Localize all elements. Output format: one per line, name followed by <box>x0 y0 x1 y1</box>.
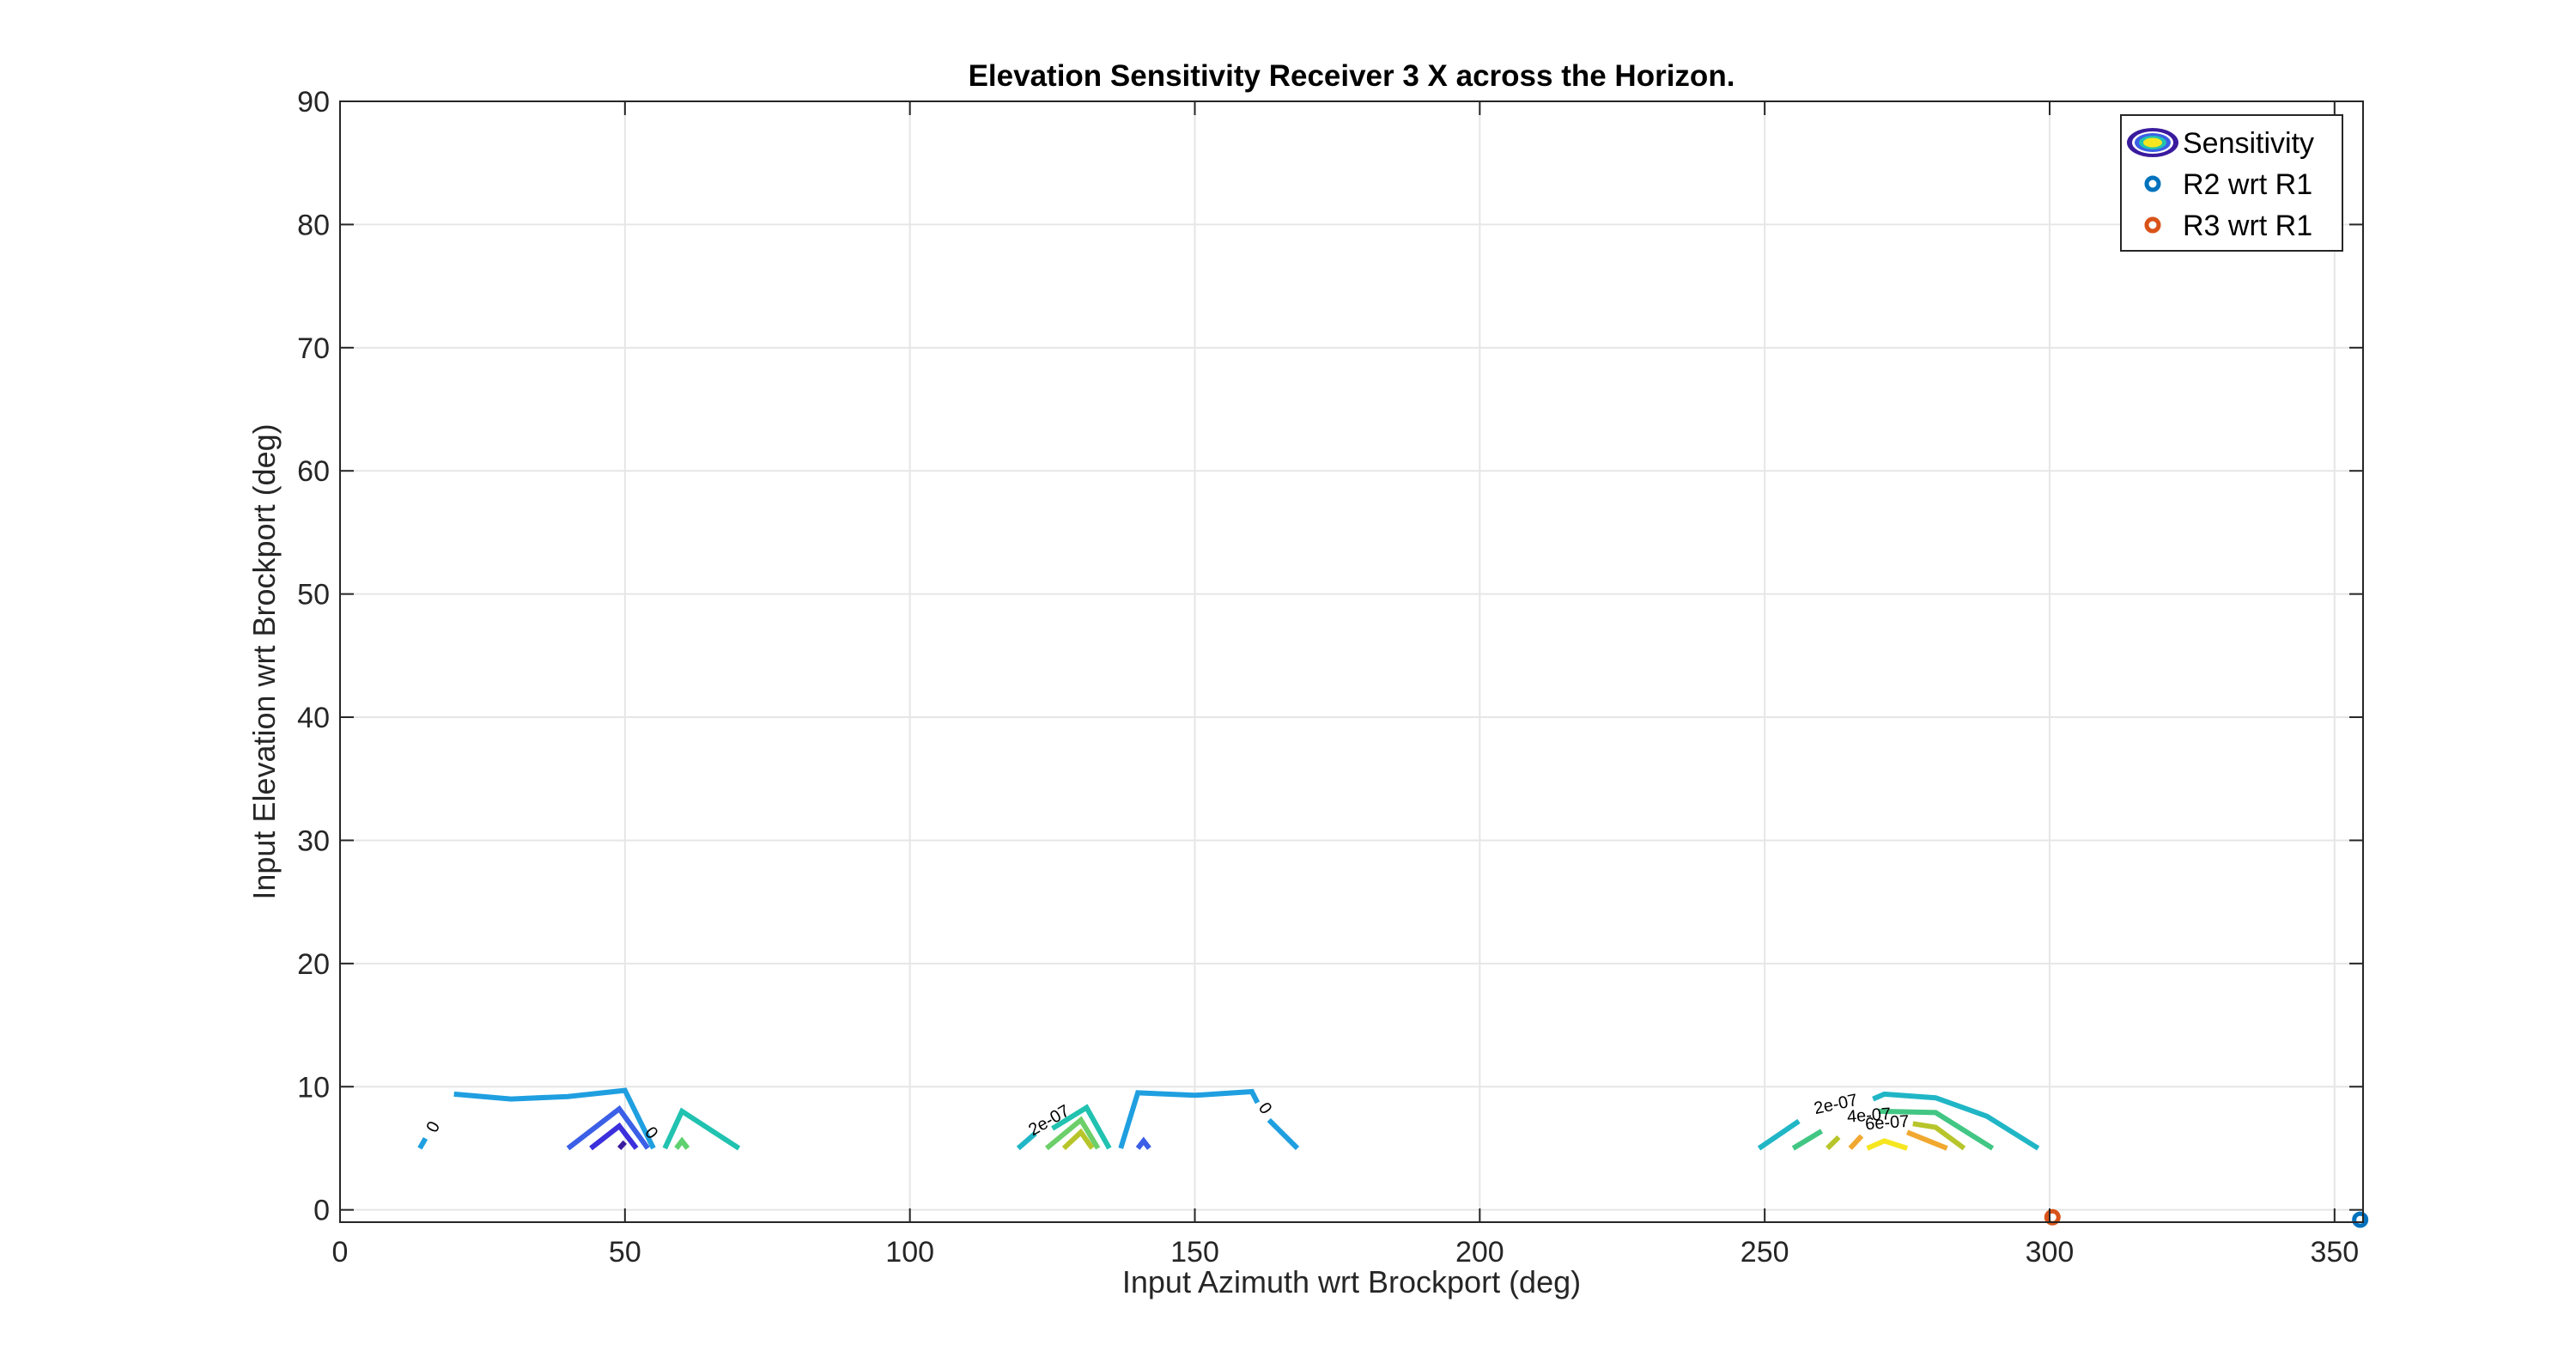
legend-entry-label[interactable]: R2 wrt R1 <box>2183 168 2312 201</box>
y-axis-label: Input Elevation wrt Brockport (deg) <box>246 423 282 899</box>
contour-line <box>1848 1134 1864 1151</box>
contour-line <box>617 1140 628 1151</box>
x-tick-label: 250 <box>1741 1236 1789 1269</box>
x-tick-label: 150 <box>1170 1236 1219 1269</box>
contour-line <box>1061 1128 1095 1151</box>
point-r2-wrt-r1 <box>2352 1211 2369 1228</box>
contour-line <box>1872 1091 2040 1151</box>
x-tick-label: 300 <box>2026 1236 2075 1269</box>
contour-line <box>1905 1129 1948 1151</box>
legend-marker-icon <box>2144 216 2161 234</box>
x-axis-label: Input Azimuth wrt Brockport (deg) <box>1122 1264 1581 1299</box>
contour-line <box>453 1087 656 1150</box>
sensitivity-contours <box>417 1087 2040 1151</box>
y-tick-label: 10 <box>297 1071 330 1104</box>
y-tick-label: 40 <box>297 702 330 734</box>
contour-line <box>1051 1104 1112 1150</box>
contour-line <box>1016 1131 1037 1151</box>
receiver-points <box>2044 1208 2369 1228</box>
contour-line <box>1826 1135 1841 1151</box>
legend-entry-label[interactable]: R3 wrt R1 <box>2183 210 2312 242</box>
x-tick-label: 50 <box>609 1236 641 1269</box>
legend-contour-ring <box>2143 137 2162 148</box>
chart-title: Elevation Sensitivity Receiver 3 X acros… <box>969 59 1735 93</box>
y-tick-label: 20 <box>297 948 330 981</box>
contour-line <box>417 1137 428 1150</box>
contour-line <box>1912 1121 1966 1151</box>
legend[interactable]: Sensitivity R2 wrt R1 R3 wrt R1 <box>2120 114 2343 252</box>
contour-line <box>1791 1129 1824 1151</box>
contour-line <box>1118 1088 1261 1149</box>
y-tick-label: 30 <box>297 825 330 857</box>
x-tick-label: 100 <box>885 1236 934 1269</box>
axes-box <box>339 100 2364 1223</box>
y-tick-label: 50 <box>297 579 330 612</box>
contour-line <box>1878 1108 1995 1151</box>
y-tick-label: 80 <box>297 209 330 241</box>
legend-entry-label[interactable]: Sensitivity <box>2183 127 2314 160</box>
contour-line <box>674 1136 690 1150</box>
x-tick-label: 350 <box>2310 1236 2359 1269</box>
y-tick-label: 70 <box>297 332 330 365</box>
contour-line <box>1866 1138 1909 1151</box>
contour-line <box>566 1105 650 1151</box>
contour-line <box>1757 1118 1801 1151</box>
contour-line <box>589 1122 639 1151</box>
axes-background <box>340 101 2363 1222</box>
axes-frame <box>339 100 2364 1223</box>
y-tick-label: 0 <box>313 1195 330 1227</box>
contour-line <box>1044 1116 1101 1151</box>
x-tick-label: 0 <box>332 1236 349 1269</box>
contour-line <box>1135 1136 1151 1150</box>
point-r3-wrt-r1 <box>2044 1208 2061 1226</box>
y-tick-label: 90 <box>297 86 330 119</box>
contour-label: 4e-07 <box>1846 1105 1892 1127</box>
axis-ticks: 0 50 100 150 200 250 300 350 0 10 20 30 40 50 60 70 80 90 <box>297 86 2363 1269</box>
legend-marker-icon <box>2144 175 2161 192</box>
contour-line <box>1267 1117 1300 1151</box>
contour-label: 6e-07 <box>1865 1112 1911 1135</box>
contour-line <box>662 1107 741 1151</box>
x-tick-label: 200 <box>1455 1236 1504 1269</box>
y-tick-label: 60 <box>297 455 330 488</box>
grid-lines <box>339 100 2363 1222</box>
